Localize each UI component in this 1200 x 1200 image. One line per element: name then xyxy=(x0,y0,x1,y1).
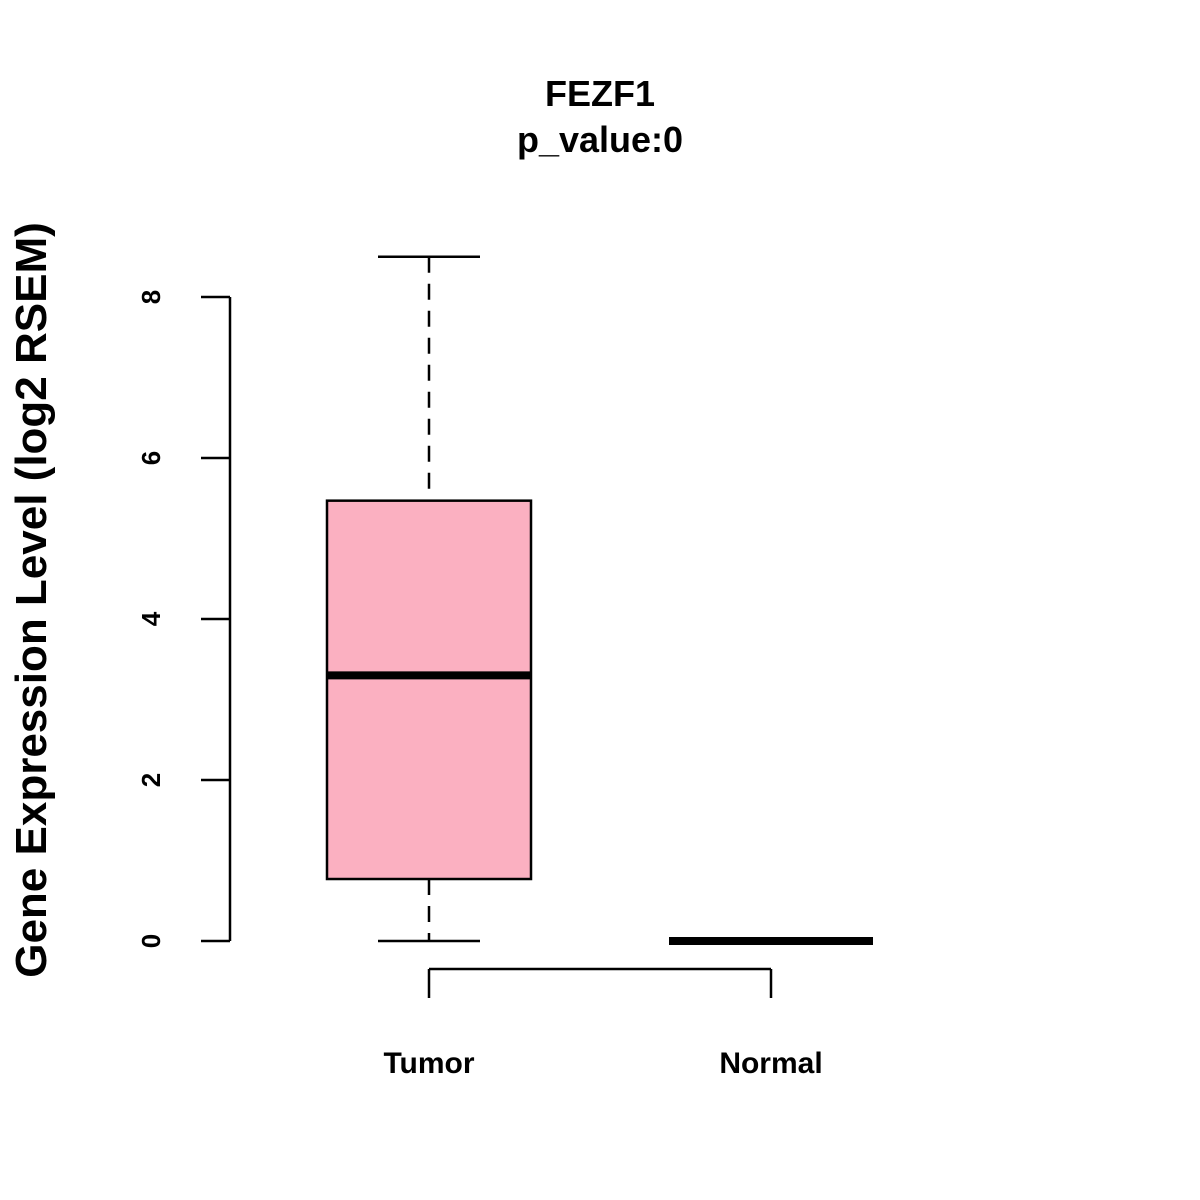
iqr-box xyxy=(325,499,533,881)
x-category-label: Normal xyxy=(719,1047,822,1080)
chart-title: FEZF1 xyxy=(545,73,655,114)
y-tick-label: 2 xyxy=(136,773,166,787)
boxes-layer xyxy=(325,255,873,945)
y-tick-label: 8 xyxy=(136,290,166,304)
y-axis: 0 2 4 6 8 xyxy=(136,290,232,948)
box-tumor xyxy=(325,255,533,943)
x-axis: Tumor Normal xyxy=(383,967,823,1080)
y-tick-label: 0 xyxy=(136,934,166,948)
y-tick-label: 6 xyxy=(136,451,166,465)
x-category-label: Tumor xyxy=(383,1047,474,1080)
y-axis-label: Gene Expression Level (log2 RSEM) xyxy=(7,222,56,978)
chart-subtitle: p_value:0 xyxy=(517,119,683,160)
y-tick-label: 4 xyxy=(136,611,166,626)
